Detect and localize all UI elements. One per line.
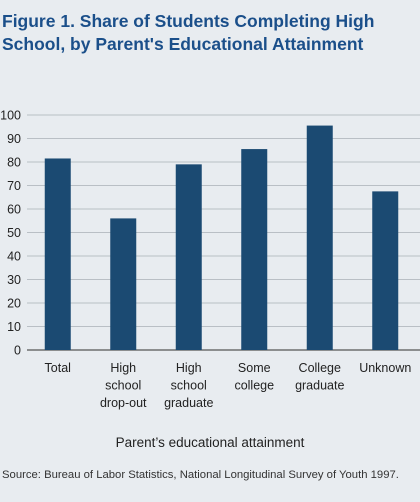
category-label-line: college [234,379,274,393]
y-tick-label: 100 [0,109,21,123]
category-label-line: Unknown [359,361,411,375]
category-label: Unknown [359,361,411,375]
category-label-line: school [105,379,141,393]
y-tick-label: 10 [7,320,21,334]
category-label: High school graduate [164,361,213,410]
y-tick-label: 70 [7,179,21,193]
bar [44,158,71,350]
x-axis-categories: Total High school drop-out High school graduat… [45,361,412,410]
x-axis-label: Parent’s educational attainment [115,435,305,450]
category-label-line: drop-out [100,396,147,410]
bars [44,125,399,350]
category-label: College graduate [295,361,344,393]
bar [241,149,268,350]
y-tick-label: 90 [7,132,21,146]
category-label-line: graduate [295,379,344,393]
source-note: Source: Bureau of Labor Statistics, Nati… [2,469,399,481]
bar [372,191,399,350]
category-label-line: graduate [164,396,213,410]
category-label: High school drop-out [100,361,147,410]
chart-title: Figure 1. Share of Students Completing H… [2,11,375,54]
category-label-line: High [110,361,136,375]
bar [306,125,333,350]
bar [110,218,137,350]
y-tick-label: 60 [7,203,21,217]
y-tick-label: 20 [7,297,21,311]
bar-chart: 0 10 20 30 40 50 60 70 80 90 100 Total High school dr… [0,109,420,410]
category-label-line: Some [238,361,271,375]
category-label-line: Total [45,361,71,375]
category-label: Total [45,361,71,375]
category-label-line: High [176,361,202,375]
y-tick-label: 50 [7,226,21,240]
y-tick-label: 80 [7,156,21,170]
y-axis-ticks: 0 10 20 30 40 50 60 70 80 90 100 [0,109,21,358]
category-label: Some college [234,361,274,393]
y-tick-label: 30 [7,273,21,287]
y-tick-label: 40 [7,250,21,264]
category-label-line: College [299,361,341,375]
category-label-line: school [171,379,207,393]
y-tick-label: 0 [14,344,21,358]
bar [175,164,202,350]
gridlines [27,114,420,351]
